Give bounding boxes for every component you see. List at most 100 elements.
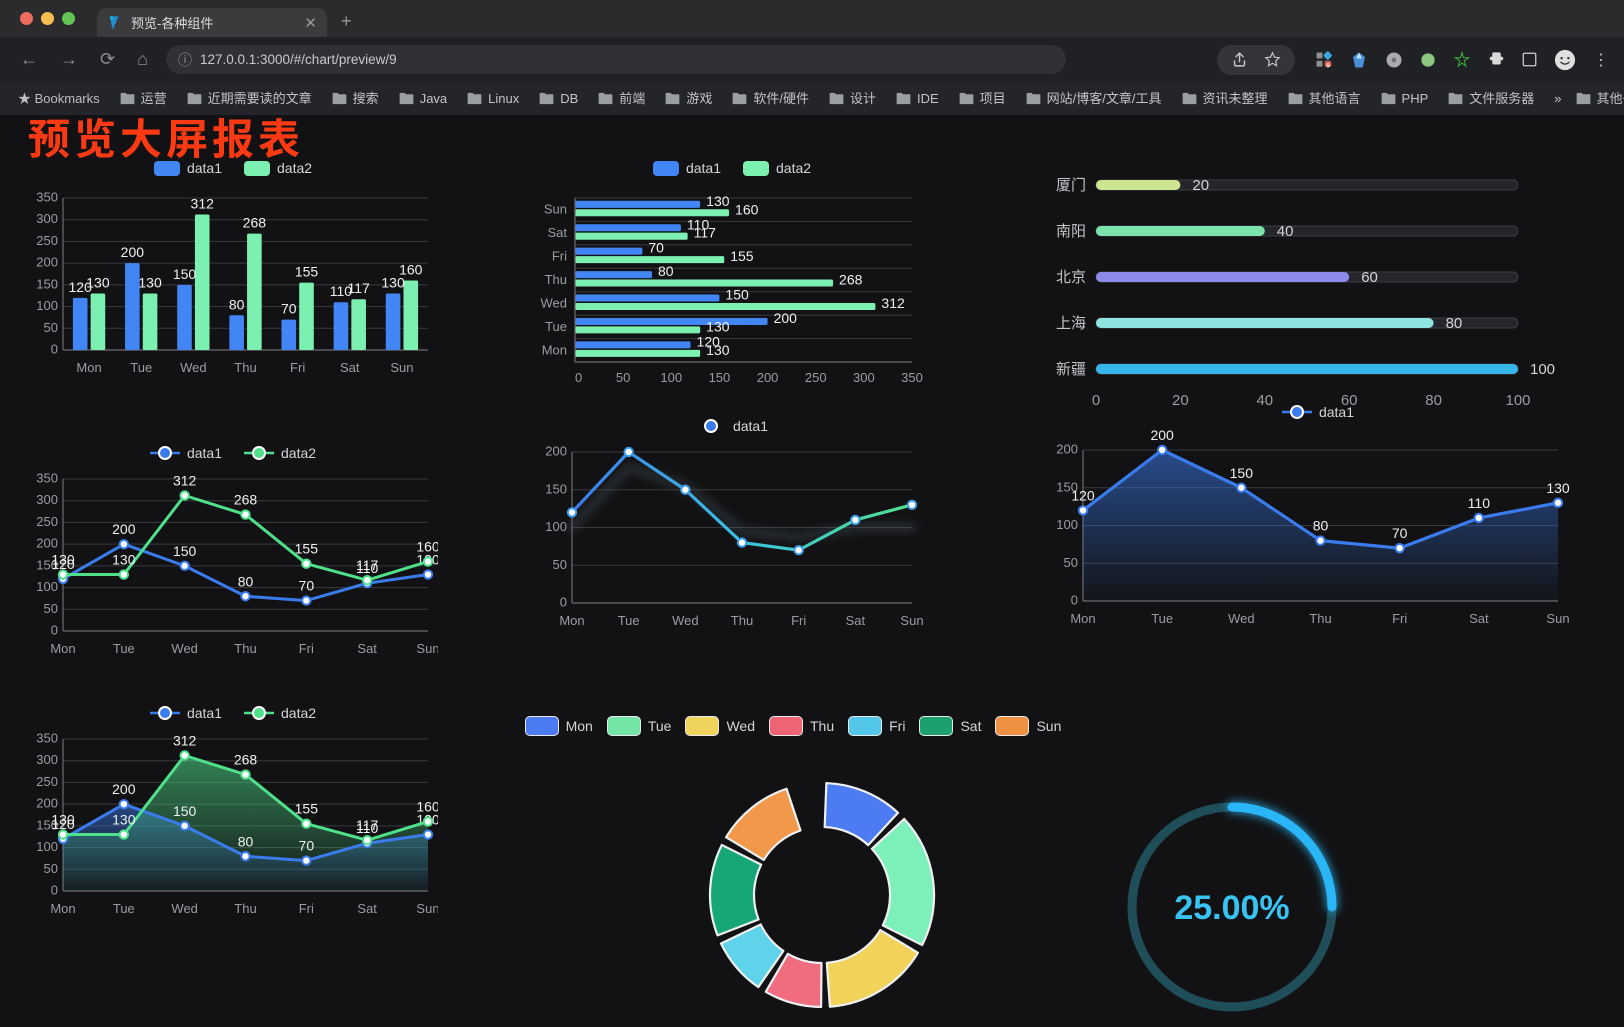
svg-text:117: 117	[356, 557, 379, 573]
svg-text:200: 200	[545, 444, 567, 459]
svg-text:130: 130	[138, 275, 162, 291]
svg-text:117: 117	[347, 280, 370, 296]
svg-text:155: 155	[295, 541, 319, 557]
svg-text:25.00%: 25.00%	[1174, 889, 1289, 927]
svg-text:312: 312	[173, 473, 197, 489]
svg-text:0: 0	[51, 342, 58, 357]
svg-text:100: 100	[1530, 361, 1555, 378]
svg-text:80: 80	[1313, 518, 1329, 534]
svg-text:Sun: Sun	[900, 613, 923, 628]
svg-text:0: 0	[560, 595, 567, 610]
svg-text:200: 200	[1056, 442, 1078, 457]
svg-text:50: 50	[44, 601, 58, 616]
svg-text:Wed: Wed	[171, 901, 198, 916]
svg-text:117: 117	[694, 225, 717, 241]
svg-text:50: 50	[44, 320, 58, 335]
svg-text:150: 150	[173, 803, 197, 819]
svg-text:0: 0	[51, 883, 58, 898]
svg-text:50: 50	[44, 861, 58, 876]
svg-text:100: 100	[660, 370, 682, 385]
svg-text:268: 268	[243, 215, 267, 231]
svg-text:Sat: Sat	[846, 613, 866, 628]
svg-text:155: 155	[730, 248, 754, 264]
svg-text:200: 200	[36, 536, 58, 551]
svg-text:100: 100	[36, 579, 58, 594]
svg-text:160: 160	[735, 201, 759, 217]
svg-text:100: 100	[36, 839, 58, 854]
svg-text:250: 250	[36, 514, 58, 529]
svg-text:Fri: Fri	[791, 613, 806, 628]
svg-text:Mon: Mon	[1070, 611, 1095, 626]
svg-text:Mon: Mon	[542, 342, 567, 357]
svg-text:130: 130	[51, 812, 75, 828]
svg-text:300: 300	[853, 370, 875, 385]
svg-text:155: 155	[295, 264, 319, 280]
svg-text:Mon: Mon	[50, 901, 75, 916]
svg-text:268: 268	[839, 272, 863, 288]
svg-text:250: 250	[36, 774, 58, 789]
svg-text:200: 200	[36, 796, 58, 811]
svg-text:160: 160	[416, 799, 438, 815]
svg-text:0: 0	[1071, 593, 1078, 608]
svg-text:70: 70	[1392, 525, 1408, 541]
svg-text:Fri: Fri	[299, 641, 314, 656]
svg-text:Sat: Sat	[340, 360, 360, 375]
svg-text:Sun: Sun	[1546, 611, 1569, 626]
svg-text:130: 130	[51, 552, 75, 568]
svg-text:312: 312	[191, 196, 215, 212]
svg-text:130: 130	[706, 193, 730, 209]
svg-text:110: 110	[1468, 495, 1491, 511]
svg-text:80: 80	[238, 573, 254, 589]
svg-text:130: 130	[86, 275, 110, 291]
svg-text:312: 312	[173, 733, 197, 749]
svg-text:200: 200	[121, 244, 145, 260]
svg-text:Thu: Thu	[731, 613, 753, 628]
svg-text:Thu: Thu	[234, 360, 256, 375]
svg-text:130: 130	[112, 812, 136, 828]
svg-text:80: 80	[658, 263, 674, 279]
svg-text:80: 80	[238, 833, 254, 849]
svg-text:Sun: Sun	[390, 360, 413, 375]
svg-text:350: 350	[36, 471, 58, 486]
svg-text:Tue: Tue	[1151, 611, 1173, 626]
svg-text:Wed: Wed	[1228, 611, 1255, 626]
svg-text:300: 300	[36, 492, 58, 507]
svg-text:Fri: Fri	[290, 360, 305, 375]
svg-text:117: 117	[356, 817, 379, 833]
svg-text:200: 200	[112, 521, 136, 537]
svg-text:Wed: Wed	[171, 641, 198, 656]
svg-text:20: 20	[1192, 177, 1209, 194]
svg-text:160: 160	[399, 262, 423, 278]
svg-text:Tue: Tue	[130, 360, 152, 375]
svg-text:350: 350	[901, 370, 923, 385]
svg-text:150: 150	[1230, 465, 1254, 481]
svg-text:80: 80	[1446, 315, 1463, 332]
svg-text:Thu: Thu	[234, 901, 256, 916]
svg-text:200: 200	[757, 370, 779, 385]
svg-text:150: 150	[725, 287, 749, 303]
svg-text:9: 9	[1326, 62, 1330, 69]
svg-text:130: 130	[112, 552, 136, 568]
svg-text:Tue: Tue	[545, 319, 567, 334]
svg-text:100: 100	[1056, 517, 1078, 532]
svg-text:350: 350	[36, 731, 58, 746]
svg-text:268: 268	[234, 752, 258, 768]
svg-text:Mon: Mon	[50, 641, 75, 656]
svg-text:60: 60	[1361, 269, 1378, 286]
svg-text:70: 70	[281, 301, 297, 317]
svg-text:80: 80	[229, 296, 245, 312]
svg-text:120: 120	[1071, 487, 1095, 503]
svg-text:Sun: Sun	[416, 901, 438, 916]
svg-text:Mon: Mon	[76, 360, 101, 375]
svg-text:250: 250	[36, 233, 58, 248]
svg-text:130: 130	[1546, 480, 1570, 496]
svg-text:200: 200	[774, 310, 798, 326]
svg-text:南阳: 南阳	[1056, 223, 1086, 240]
svg-text:50: 50	[1064, 555, 1078, 570]
svg-text:Thu: Thu	[1309, 611, 1331, 626]
svg-text:Sun: Sun	[416, 641, 438, 656]
svg-text:Fri: Fri	[1392, 611, 1407, 626]
svg-text:上海: 上海	[1056, 315, 1086, 332]
svg-text:160: 160	[416, 539, 438, 555]
svg-text:50: 50	[616, 370, 630, 385]
